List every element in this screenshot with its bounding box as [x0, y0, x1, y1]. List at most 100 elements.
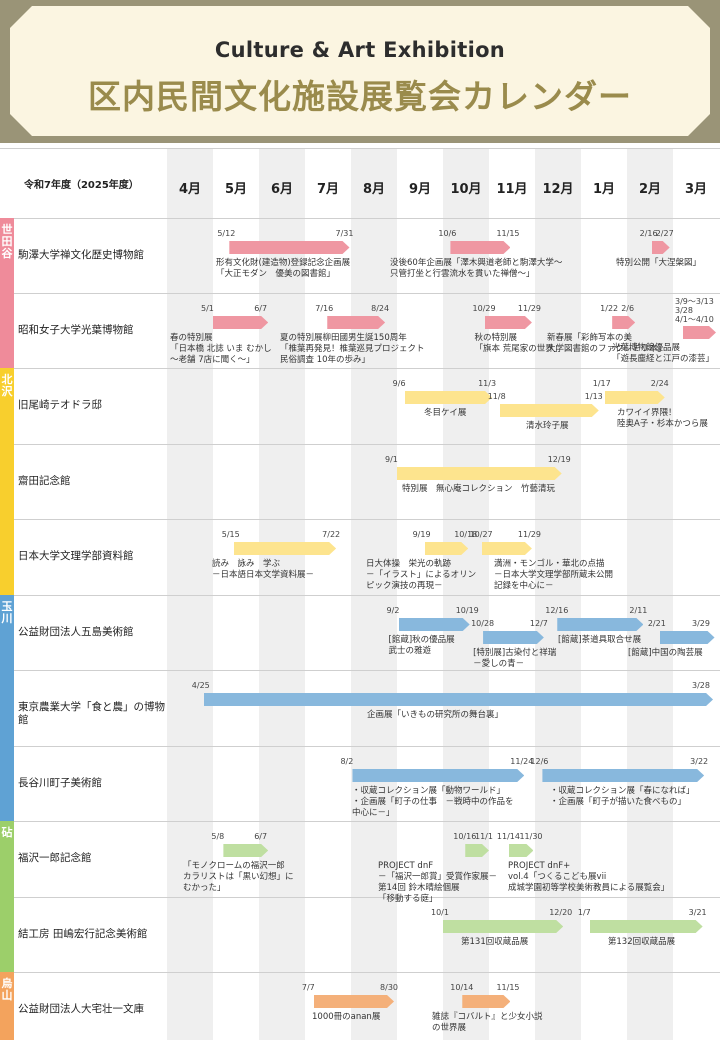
exhibition-title[interactable]: 夏の特別展柳田國男生誕150周年 「椎葉再発見！椎葉巡見プロジェクト 民俗調査 …	[280, 333, 425, 365]
exhibition-bar[interactable]	[204, 693, 713, 706]
exhibition-title[interactable]: 形有文化財(建造物)登録記念企画展 「大正モダン 優美の図書館」	[216, 258, 351, 279]
exhibition-bar[interactable]	[213, 316, 268, 329]
fiscal-year-label: 令和7年度（2025年度）	[24, 180, 139, 191]
exhibition-bar[interactable]	[483, 631, 544, 644]
exhibition-bar[interactable]	[223, 844, 268, 857]
month-header: 1月	[592, 182, 616, 197]
exhibition-start-date: 10/14	[450, 983, 474, 992]
region-label: 烏山	[1, 977, 13, 1002]
exhibition-title[interactable]: 清水玲子展	[526, 421, 569, 431]
exhibition-end-date: 12/7	[529, 619, 548, 628]
exhibition-title[interactable]: PROJECT dnF+ vol.4「つくるこども展vii 成城学園初等学校美術…	[508, 861, 670, 893]
exhibition-bar[interactable]	[509, 844, 534, 857]
exhibition-start-date: 4/25	[191, 681, 210, 690]
venue-name[interactable]: 結工房 田嶋宏行記念美術館	[18, 928, 148, 940]
exhibition-start-date: 9/1	[385, 455, 398, 464]
region-band	[0, 368, 14, 595]
venue-name[interactable]: 旧尾崎テオドラ邸	[18, 399, 102, 411]
exhibition-end-date: 3/21	[688, 908, 707, 917]
month-column-shade	[259, 148, 305, 1040]
venue-name[interactable]: 公益財団法人大宅壮一文庫	[18, 1003, 144, 1015]
exhibition-end-date: 6/7	[254, 304, 268, 313]
exhibition-bar[interactable]	[425, 542, 469, 555]
exhibition-end-date: 1/13	[584, 392, 603, 401]
exhibition-bar[interactable]	[327, 316, 385, 329]
exhibition-title[interactable]: 企画展「いきもの研究所の舞台裏」	[367, 710, 504, 720]
exhibition-title[interactable]: PROJECT dnF －「福沢一郎賞」受賞作家展－ 第14回 鈴木晴絵個展 「…	[378, 861, 498, 904]
exhibition-bar[interactable]	[465, 844, 489, 857]
exhibition-title[interactable]: カワイイ界隈！ 陸奥A子・杉本かつら展	[617, 408, 708, 429]
exhibition-start-date: 10/28	[471, 619, 495, 628]
month-header: 8月	[362, 182, 386, 197]
exhibition-start-date: 9/19	[412, 530, 431, 539]
exhibition-title[interactable]: 秋の特別展 「旗本 荒尾家の世界」	[474, 333, 563, 354]
month-header: 5月	[224, 182, 248, 197]
exhibition-title[interactable]: 没後60年企画展「澤木興道老師と駒澤大学～ 只管打坐と行雲流水を貫いた禅僧～」	[390, 258, 563, 279]
exhibition-title[interactable]: [館蔵]秋の優品展 武士の雅遊	[388, 635, 455, 656]
exhibition-bar[interactable]	[234, 542, 336, 555]
exhibition-end-date: 3/29	[692, 619, 710, 628]
exhibition-title[interactable]: 読み 詠み 学ぶ －日本語日本文学資料展－	[212, 559, 315, 580]
exhibition-start-date: 1/17	[592, 379, 611, 388]
exhibition-bar[interactable]	[229, 241, 349, 254]
venue-name[interactable]: 公益財団法人五島美術館	[18, 626, 134, 638]
exhibition-start-date: 5/15	[221, 530, 240, 539]
exhibition-bar[interactable]	[462, 995, 510, 1008]
month-column-shade	[351, 148, 397, 1040]
exhibition-bar[interactable]	[352, 769, 524, 782]
exhibition-title[interactable]: 満洲・モンゴル・華北の点描 －日本大学文理学部所蔵未公開 記録を中心に－	[494, 559, 614, 591]
region-label: 世田谷	[1, 223, 13, 260]
exhibition-bar[interactable]	[482, 542, 532, 555]
exhibition-title[interactable]: 冬目ケイ展	[424, 408, 467, 418]
exhibition-bar[interactable]	[399, 618, 470, 631]
venue-name[interactable]: 東京農業大学「食と農」の博物館	[18, 701, 165, 726]
exhibition-title[interactable]: 光葉博物館優品展 「遊長塵経と江戸の漆芸」	[612, 343, 715, 364]
exhibition-start-date: 1/22	[600, 304, 619, 313]
venue-name[interactable]: 長谷川町子美術館	[18, 777, 102, 789]
venue-name[interactable]: 駒澤大学禅文化歴史博物館	[18, 249, 144, 261]
exhibition-title[interactable]: 第131回収蔵品展	[461, 937, 529, 947]
exhibition-bar[interactable]	[405, 391, 492, 404]
exhibition-end-date: 11/1	[475, 832, 493, 841]
exhibition-bar[interactable]	[443, 920, 563, 933]
exhibition-title[interactable]: ・収蔵コレクション展「春になれば」 ・企画展「町子が描いた食べもの」	[550, 786, 695, 807]
exhibition-bar[interactable]	[612, 316, 635, 329]
exhibition-title[interactable]: 特別展 無心庵コレクション 竹藝清玩	[402, 484, 556, 494]
venue-name[interactable]: 福沢一郎記念館	[18, 852, 92, 864]
exhibition-title[interactable]: 新春展「彩飾写本の美 大学図書館のファクシミリ本」	[547, 333, 667, 354]
exhibition-bar[interactable]	[500, 404, 599, 417]
exhibition-title[interactable]: [特別展]古染付と祥瑞 －愛しの青－	[473, 648, 557, 669]
exhibition-title[interactable]: 第132回収蔵品展	[607, 937, 676, 947]
exhibition-start-date: 10/1	[431, 908, 449, 917]
exhibition-bar[interactable]	[542, 769, 704, 782]
exhibition-bar[interactable]	[683, 326, 716, 339]
exhibition-start-date: 12/16	[545, 606, 569, 615]
exhibition-bar[interactable]	[485, 316, 532, 329]
exhibition-bar[interactable]	[652, 241, 670, 254]
exhibition-bar[interactable]	[590, 920, 703, 933]
exhibition-title[interactable]: [館蔵]茶道具取合せ展	[558, 635, 642, 645]
exhibition-start-date: 12/6	[530, 757, 549, 766]
header-frame	[0, 0, 720, 143]
exhibition-bar[interactable]	[397, 467, 562, 480]
row-divider	[0, 746, 720, 747]
exhibition-bar[interactable]	[660, 631, 715, 644]
exhibition-title[interactable]: 雑誌『コバルト』と少女小説 の世界展	[432, 1012, 543, 1033]
exhibition-bar[interactable]	[314, 995, 394, 1008]
month-column-shade	[627, 148, 673, 1040]
exhibition-title[interactable]: 春の特別展 「日本橋 北誌 いま むかし ～老舗 7店に聞く～」	[170, 333, 272, 365]
venue-name[interactable]: 昭和女子大学光葉博物館	[18, 324, 134, 336]
exhibition-title[interactable]: 特別公開「大涅槃図」	[616, 258, 702, 268]
exhibition-title[interactable]: ・収蔵コレクション展「動物ワールド」 ・企画展「町子の仕事 －戦時中の作品を 中…	[352, 786, 514, 818]
exhibition-start-date: 3/9～3/13 3/28 4/1～4/10	[675, 297, 714, 324]
exhibition-bar[interactable]	[605, 391, 665, 404]
exhibition-title[interactable]: 1000冊のanan展	[312, 1012, 381, 1022]
exhibition-title[interactable]: 日大体操 栄光の軌跡 －「イラスト」によるオリン ピック演技の再現－	[366, 559, 477, 591]
exhibition-title[interactable]: 「モノクロームの福沢一郎 カラリストは「黒い幻想」に むかった」	[183, 861, 294, 893]
exhibition-title[interactable]: [館蔵]中国の陶芸展	[628, 648, 703, 658]
exhibition-bar[interactable]	[450, 241, 510, 254]
month-header: 2月	[638, 182, 662, 197]
exhibition-bar[interactable]	[557, 618, 643, 631]
venue-name[interactable]: 日本大学文理学部資料館	[18, 550, 134, 562]
venue-name[interactable]: 齋田記念館	[18, 475, 71, 487]
